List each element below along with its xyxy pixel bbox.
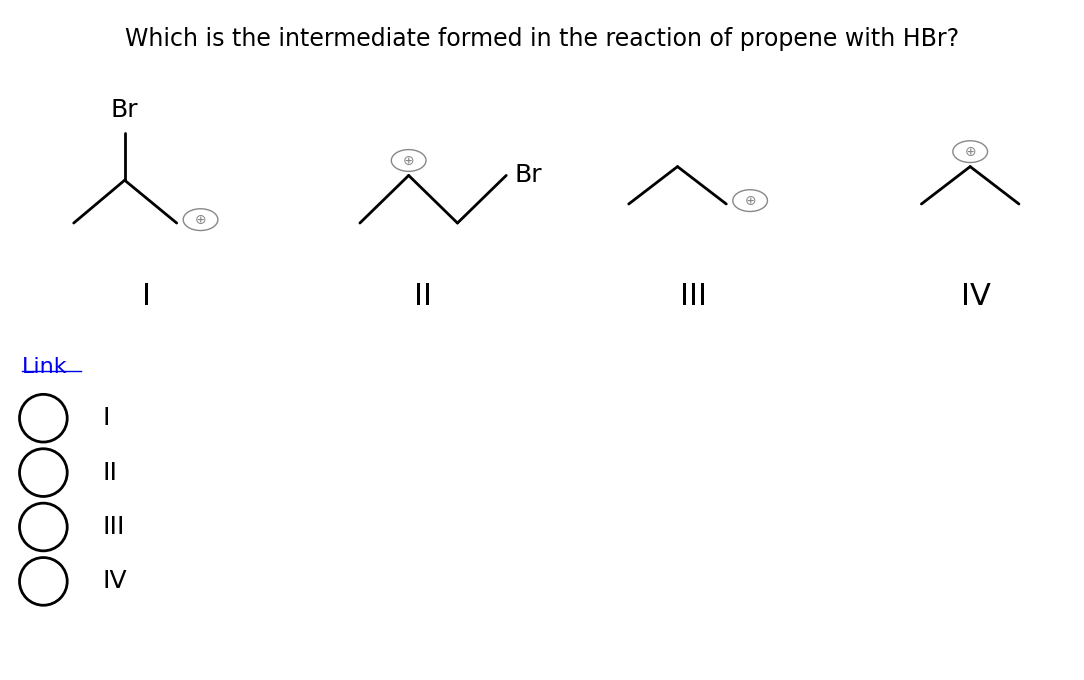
- Text: IV: IV: [960, 282, 991, 311]
- Text: II: II: [414, 282, 431, 311]
- Text: III: III: [103, 515, 126, 539]
- Text: ⊕: ⊕: [195, 213, 206, 226]
- Text: ⊕: ⊕: [965, 145, 976, 158]
- Text: ⊕: ⊕: [745, 194, 756, 207]
- Text: III: III: [681, 282, 707, 311]
- Text: Which is the intermediate formed in the reaction of propene with HBr?: Which is the intermediate formed in the …: [125, 27, 959, 51]
- Text: Link: Link: [22, 357, 67, 377]
- Text: I: I: [103, 406, 111, 430]
- Text: II: II: [103, 460, 118, 485]
- Text: ⊕: ⊕: [403, 154, 414, 167]
- Text: I: I: [142, 282, 151, 311]
- Text: Br: Br: [111, 99, 139, 122]
- Text: Br: Br: [515, 163, 542, 188]
- Text: IV: IV: [103, 569, 128, 594]
